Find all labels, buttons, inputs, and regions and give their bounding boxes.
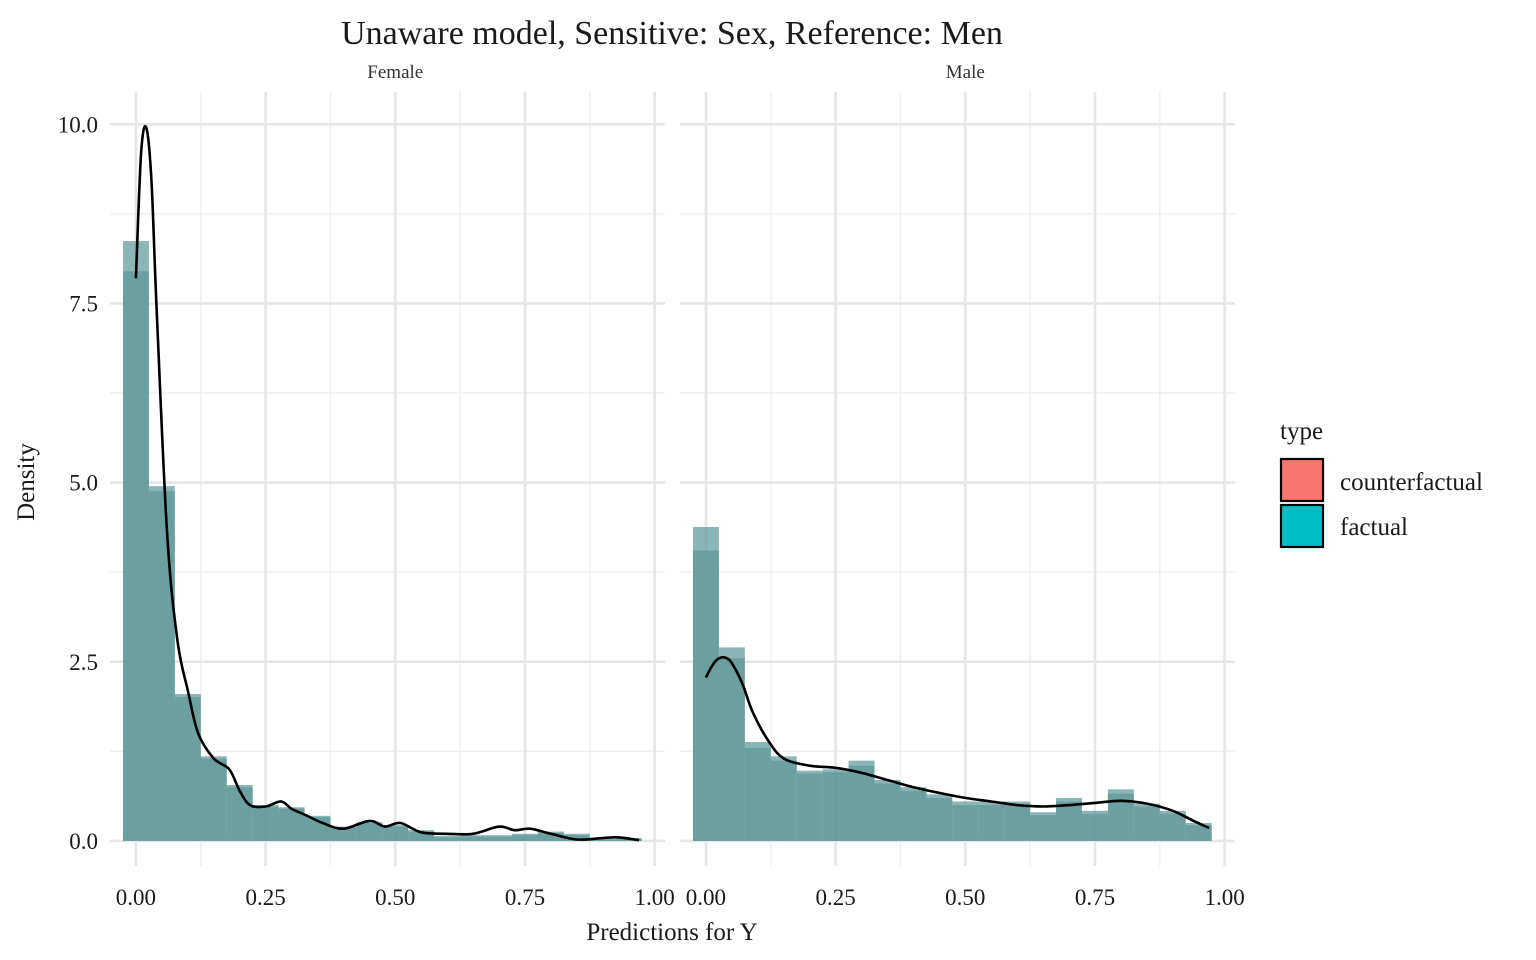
histogram-bar-factual bbox=[330, 826, 357, 841]
x-tick-label: 1.00 bbox=[1205, 885, 1245, 910]
chart-title: Unaware model, Sensitive: Sex, Reference… bbox=[341, 15, 1003, 52]
histogram-bar-factual bbox=[744, 742, 771, 841]
x-tick-label: 0.00 bbox=[686, 885, 726, 910]
histogram-bar-factual bbox=[900, 787, 927, 841]
histogram-bar-factual bbox=[200, 756, 227, 841]
histogram-bar-factual bbox=[408, 830, 435, 841]
y-axis-label: Density bbox=[13, 443, 40, 521]
x-tick-label: 1.00 bbox=[635, 885, 675, 910]
facet-panel-male: Male 0.00 0.25 0.50 0.75 1.00 bbox=[680, 62, 1245, 910]
histogram-bar-factual bbox=[874, 780, 901, 841]
x-tick-label: 0.50 bbox=[375, 885, 415, 910]
histogram-bar-factual bbox=[356, 822, 383, 841]
x-tick-label: 0.50 bbox=[945, 885, 985, 910]
histogram-bar-factual bbox=[537, 831, 564, 841]
histogram-bar-factual bbox=[822, 769, 849, 841]
histogram-bar-factual bbox=[122, 241, 149, 841]
histogram-bar-factual bbox=[174, 694, 201, 841]
y-tick-label: 0.0 bbox=[69, 829, 98, 854]
x-axis-label: Predictions for Y bbox=[586, 919, 757, 946]
x-tick-label: 0.25 bbox=[815, 885, 855, 910]
histogram-bar-factual bbox=[563, 833, 590, 841]
x-tick-label: 0.25 bbox=[245, 885, 285, 910]
histogram-bar-factual bbox=[770, 756, 797, 841]
y-tick-label: 7.5 bbox=[69, 291, 98, 316]
y-tick-label: 2.5 bbox=[69, 650, 98, 675]
histogram-bar-factual bbox=[1107, 789, 1134, 841]
histogram-bar-factual bbox=[148, 486, 175, 841]
x-tick-label: 0.75 bbox=[1075, 885, 1115, 910]
facet-label-female: Female bbox=[367, 62, 423, 83]
histogram-bar-factual bbox=[1133, 803, 1160, 841]
histogram-bar-factual bbox=[1081, 810, 1108, 841]
histogram-bar-factual bbox=[796, 770, 823, 841]
x-tick-label: 0.00 bbox=[116, 885, 156, 910]
legend-key-counterfactual bbox=[1279, 457, 1325, 503]
density-curve bbox=[704, 655, 1210, 830]
histogram-bar-factual bbox=[434, 835, 461, 841]
histogram-bar-factual bbox=[252, 805, 279, 841]
legend-label-factual: factual bbox=[1340, 514, 1408, 541]
histogram-bar-factual bbox=[486, 835, 512, 841]
histogram-bar-factual bbox=[978, 801, 1005, 841]
histogram-bar-factual bbox=[460, 835, 487, 841]
histogram-bar-factual bbox=[1004, 801, 1031, 841]
histogram-bar-factual bbox=[1185, 823, 1212, 841]
legend-title: type bbox=[1280, 418, 1323, 445]
histogram-bar-factual bbox=[382, 825, 409, 841]
y-tick-label: 10.0 bbox=[58, 112, 98, 137]
facet-label-male: Male bbox=[946, 62, 985, 83]
histogram-bar-factual bbox=[952, 801, 979, 841]
histogram-bar-factual bbox=[511, 833, 538, 841]
density-curve bbox=[134, 124, 640, 842]
histogram-bar-factual bbox=[1030, 812, 1057, 841]
y-tick-label: 5.0 bbox=[69, 471, 98, 496]
legend-key-factual bbox=[1279, 503, 1325, 549]
legend-label-counterfactual: counterfactual bbox=[1340, 469, 1483, 496]
histogram-bar-factual bbox=[226, 785, 253, 841]
legend: type counterfactual factual bbox=[1279, 418, 1483, 549]
histogram-bar-factual bbox=[926, 794, 953, 841]
x-tick-label: 0.75 bbox=[505, 885, 545, 910]
facet-panel-female: Female 0.00 0.25 0.50 0.75 1.00 0.0 2.5 5.0 7.5 10… bbox=[58, 62, 675, 910]
histogram-bar-factual bbox=[718, 647, 745, 841]
histogram-bar-factual bbox=[692, 527, 719, 841]
histogram-bar-factual bbox=[589, 838, 616, 841]
